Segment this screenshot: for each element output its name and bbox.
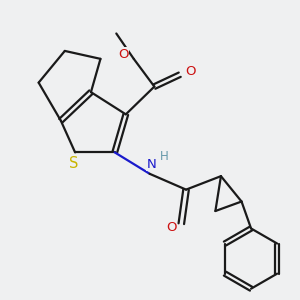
Text: S: S [69,156,78,171]
Text: H: H [160,150,168,163]
Text: O: O [118,48,129,61]
Text: O: O [185,65,195,78]
Text: N: N [147,158,157,171]
Text: O: O [166,221,176,234]
